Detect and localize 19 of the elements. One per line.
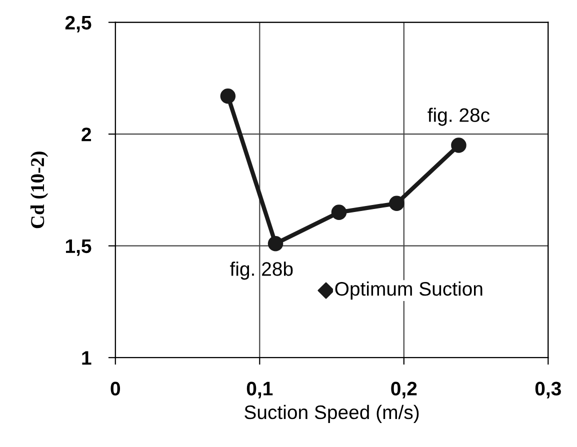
x-tick-label: 0,2 [391,382,417,398]
x-axis-title: Suction Speed (m/s) [244,404,419,424]
x-tick-label: 0,1 [246,382,273,398]
point [331,204,347,220]
point [220,88,236,104]
annotation: fig. 28c [428,108,490,126]
y-tick-label: 2 [82,128,92,142]
x-tick-label: 0 [110,382,120,396]
x-tick-label: 0,3 [535,382,561,398]
y-tick-label: 2,5 [65,16,92,32]
series-label: Optimum Suction [335,281,482,300]
point [389,196,404,212]
annotation: fig. 28b [230,262,293,280]
y-tick-label: 1 [82,351,92,365]
point [318,282,334,299]
point [268,236,284,252]
point [451,138,466,153]
y-tick-label: 1,5 [66,240,92,256]
y-axis-title: Cd (10-2) [30,152,48,228]
